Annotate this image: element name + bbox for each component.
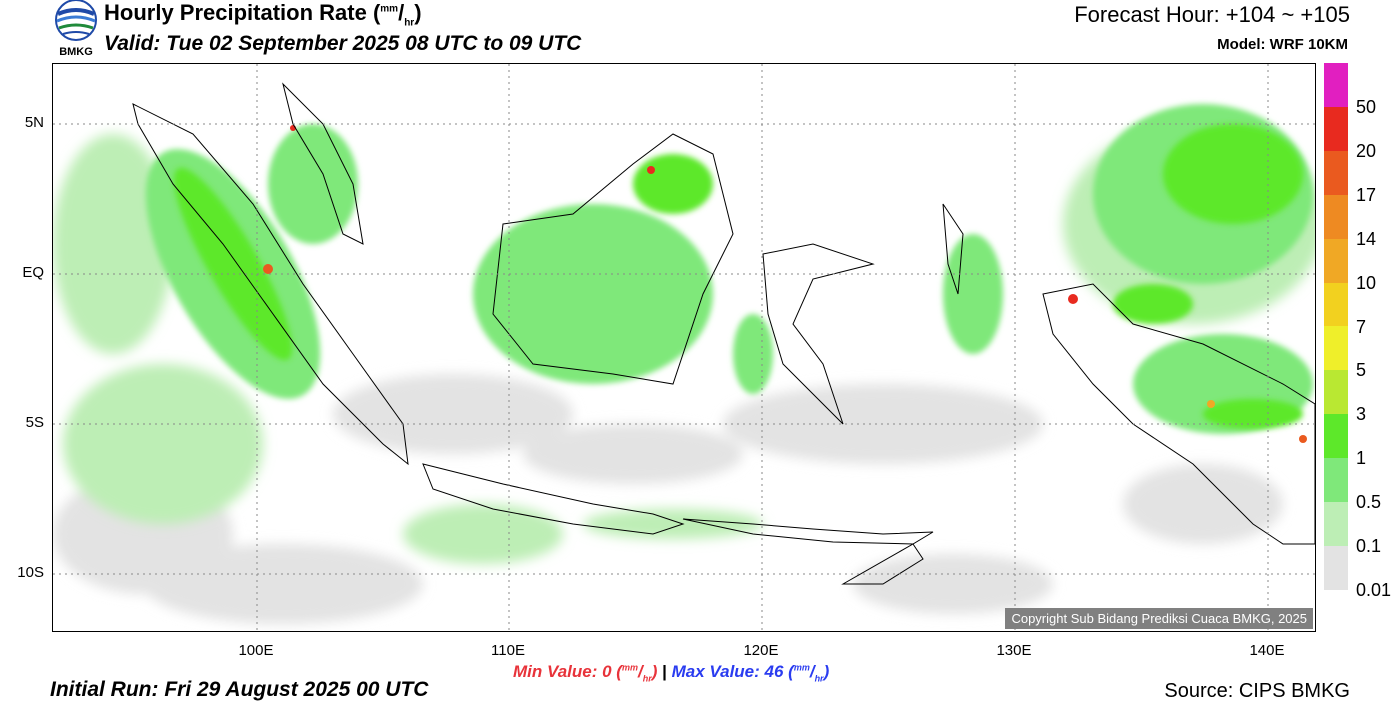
colorbar-label: 20 — [1356, 140, 1377, 161]
source-label: Source: CIPS BMKG — [1164, 680, 1350, 702]
colorbar-segment — [1324, 194, 1348, 239]
colorbar — [1324, 63, 1348, 590]
colorbar-segment — [1324, 326, 1348, 371]
logo-text: BMKG — [59, 46, 93, 58]
colorbar-segment — [1324, 458, 1348, 503]
colorbar-segment — [1324, 545, 1348, 590]
colorbar-label: 1 — [1356, 448, 1367, 469]
max-value: Max Value: 46 (mm/hr) — [671, 662, 830, 684]
graticule — [53, 64, 1315, 631]
lon-label-100e: 100E — [238, 642, 274, 659]
lat-label-10s: 10S — [17, 564, 44, 581]
lat-label-5s: 5S — [25, 414, 44, 431]
colorbar-segment — [1324, 502, 1348, 546]
map-canvas — [53, 64, 1315, 631]
colorbar-label: 0.1 — [1356, 536, 1382, 557]
forecast-hour: Forecast Hour: +104 ~ +105 — [1074, 2, 1350, 27]
colorbar-segment — [1324, 238, 1348, 283]
colorbar-label: 5 — [1356, 360, 1367, 381]
initial-run: Initial Run: Fri 29 August 2025 00 UTC — [50, 678, 429, 701]
lon-label-140e: 140E — [1249, 642, 1285, 659]
colorbar-label: 17 — [1356, 184, 1377, 205]
copyright-notice: Copyright Sub Bidang Prediksi Cuaca BMKG… — [1005, 608, 1313, 629]
colorbar-label: 7 — [1356, 316, 1367, 337]
lon-label-130e: 130E — [996, 642, 1032, 659]
precipitation-map: Copyright Sub Bidang Prediksi Cuaca BMKG… — [52, 63, 1316, 632]
colorbar-segment — [1324, 282, 1348, 327]
colorbar-label: 3 — [1356, 404, 1367, 425]
model-name: Model: WRF 10KM — [1217, 36, 1348, 53]
page-title: Hourly Precipitation Rate (mm/hr) — [104, 0, 422, 29]
colorbar-label: 14 — [1356, 228, 1377, 249]
colorbar-label: 0.5 — [1356, 492, 1382, 513]
min-max-values: Min Value: 0 (mm/hr) | Max Value: 46 (mm… — [513, 662, 829, 683]
separator: | — [662, 662, 667, 681]
lat-label-eq: EQ — [22, 264, 44, 281]
colorbar-label: 10 — [1356, 272, 1377, 293]
intense-rain-spots — [263, 125, 1307, 443]
bmkg-logo — [52, 0, 100, 62]
colorbar-segment — [1324, 106, 1348, 151]
colorbar-segment — [1324, 414, 1348, 459]
colorbar-segment — [1324, 150, 1348, 195]
lon-label-110e: 110E — [491, 642, 525, 659]
colorbar-segment — [1324, 63, 1348, 107]
colorbar-label: 0.01 — [1356, 580, 1392, 600]
lon-label-120e: 120E — [743, 642, 779, 659]
valid-time: Valid: Tue 02 September 2025 08 UTC to 0… — [104, 32, 582, 55]
lat-label-5n: 5N — [24, 114, 44, 131]
colorbar-segment — [1324, 370, 1348, 415]
min-value: Min Value: 0 (mm/hr) — [513, 662, 658, 684]
colorbar-label: 50 — [1356, 96, 1377, 117]
coastlines — [132, 82, 1315, 585]
